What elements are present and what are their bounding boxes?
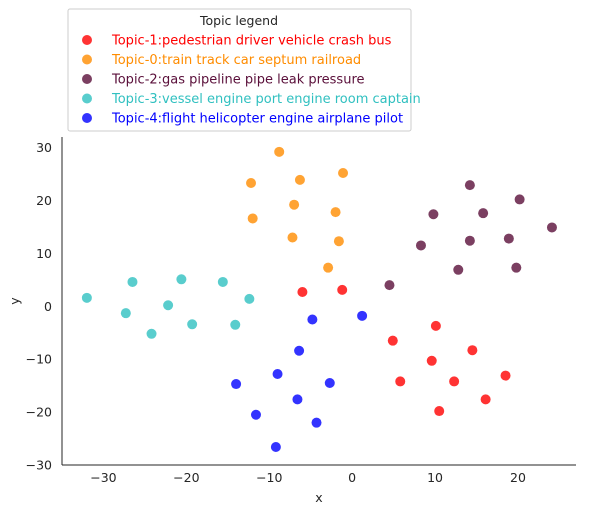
legend-label: Topic-4:flight helicopter engine airplan…	[111, 112, 403, 127]
data-point	[514, 194, 525, 205]
data-point	[270, 442, 281, 453]
points-layer	[81, 146, 557, 453]
data-point	[480, 394, 491, 405]
x-axis-label: x	[315, 490, 322, 505]
data-point	[333, 236, 344, 247]
data-point	[274, 146, 285, 157]
data-point	[246, 178, 257, 189]
y-tick-label: −30	[26, 458, 52, 473]
data-point	[324, 378, 335, 388]
legend-marker	[82, 35, 92, 45]
data-point	[247, 213, 258, 224]
x-tick-labels: −30 −20 −10 0 10 20	[90, 470, 526, 485]
legend-items: Topic-1:pedestrian driver vehicle crash …	[82, 34, 421, 127]
data-point	[323, 262, 334, 273]
x-tick-label: 0	[348, 470, 356, 485]
y-tick-label: 20	[36, 193, 52, 208]
data-point	[434, 406, 445, 417]
x-tick-label: 20	[510, 470, 526, 485]
data-point	[449, 376, 460, 387]
y-tick-label: −10	[26, 352, 52, 367]
data-point	[426, 355, 437, 366]
data-point	[384, 280, 395, 291]
data-point	[307, 314, 318, 325]
legend-marker	[82, 113, 92, 123]
y-tick-label: 30	[36, 140, 52, 155]
data-point	[387, 335, 398, 346]
x-tick-label: −10	[256, 470, 282, 485]
data-point	[292, 394, 303, 405]
x-tick-label: −20	[173, 470, 199, 485]
data-point	[478, 208, 489, 219]
data-point	[187, 319, 198, 330]
data-point	[289, 199, 300, 210]
legend-label: Topic-3:vessel engine port engine room c…	[111, 92, 421, 107]
data-point	[146, 328, 157, 339]
data-point	[330, 207, 341, 218]
data-point	[244, 293, 255, 304]
legend-marker	[82, 74, 92, 84]
data-point	[230, 319, 241, 330]
data-point	[430, 320, 441, 331]
data-point	[176, 274, 187, 285]
data-point	[357, 310, 368, 321]
axes	[61, 137, 576, 466]
legend-label: Topic-0:train track car septum railroad	[111, 53, 361, 68]
data-point	[395, 376, 406, 387]
data-point	[546, 222, 557, 233]
legend-label: Topic-2:gas pipeline pipe leak pressure	[111, 73, 365, 88]
data-point	[500, 370, 511, 381]
x-tick-label: −30	[90, 470, 116, 485]
data-point	[467, 345, 478, 356]
data-point	[337, 284, 348, 295]
data-point	[217, 276, 228, 287]
data-point	[294, 345, 305, 356]
data-point	[297, 287, 308, 298]
data-point	[127, 276, 138, 287]
data-point	[231, 379, 242, 390]
data-point	[311, 417, 322, 428]
data-point	[294, 174, 305, 185]
legend-title: Topic legend	[199, 13, 278, 28]
data-point	[511, 262, 522, 273]
legend: Topic legend Topic-1:pedestrian driver v…	[67, 8, 421, 132]
data-point	[120, 308, 131, 319]
y-tick-label: −20	[26, 405, 52, 420]
data-point	[272, 369, 283, 380]
data-point	[453, 264, 464, 275]
y-tick-label: 0	[44, 299, 52, 314]
y-axis-label: y	[7, 297, 22, 305]
data-point	[163, 300, 174, 311]
legend-box	[67, 8, 412, 132]
data-point	[464, 235, 475, 246]
data-point	[464, 180, 475, 191]
legend-label: Topic-1:pedestrian driver vehicle crash …	[111, 34, 392, 49]
y-tick-label: 10	[36, 246, 52, 261]
legend-marker	[82, 54, 92, 65]
legend-marker	[82, 93, 92, 104]
data-point	[503, 233, 514, 244]
data-point	[415, 240, 426, 251]
data-point	[287, 232, 298, 243]
x-tick-label: 10	[427, 470, 443, 485]
y-tick-labels: −30 −20 −10 0 10 20 30	[26, 140, 52, 472]
data-point	[250, 409, 261, 420]
data-point	[338, 167, 349, 178]
data-point	[81, 292, 92, 303]
data-point	[428, 209, 439, 220]
